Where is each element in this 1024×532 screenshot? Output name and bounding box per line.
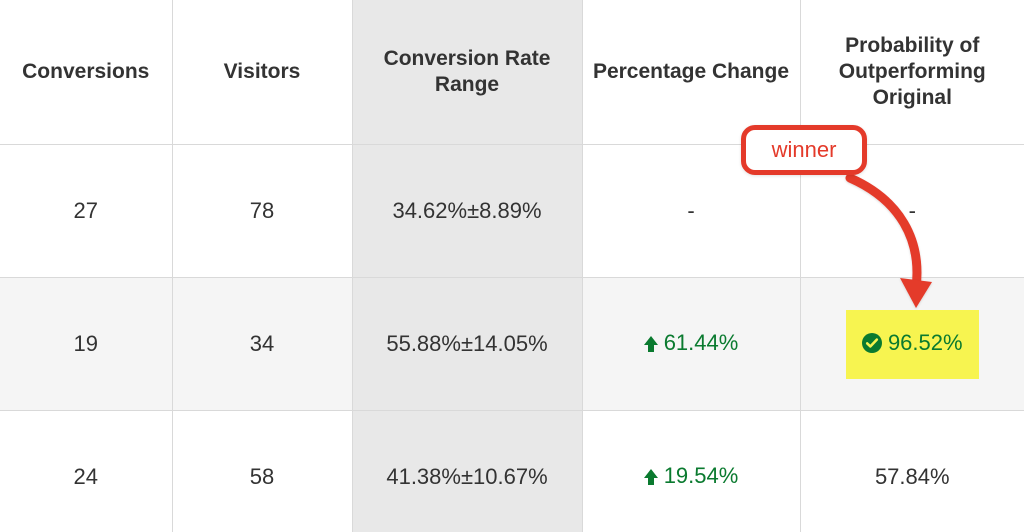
col-header-probability: Probability of Outperforming Original <box>800 0 1024 145</box>
probability-value: - <box>909 198 916 223</box>
table-row: 27 78 34.62%±8.89% - - <box>0 145 1024 278</box>
cell-conversions: 24 <box>0 411 172 532</box>
pct-change-value: 19.54% <box>664 463 739 488</box>
winner-highlight: 96.52% <box>846 310 979 379</box>
cell-pct-change: 61.44% <box>582 278 800 411</box>
probability-value: 96.52% <box>888 330 963 355</box>
cell-visitors: 78 <box>172 145 352 278</box>
ab-test-results-table: Conversions Visitors Conversion Rate Ran… <box>0 0 1024 532</box>
table-row: 19 34 55.88%±14.05% 61.44% 96.52% <box>0 278 1024 411</box>
cell-visitors: 34 <box>172 278 352 411</box>
cell-pct-change: 19.54% <box>582 411 800 532</box>
cell-rate-range: 41.38%±10.67% <box>352 411 582 532</box>
table-row: 24 58 41.38%±10.67% 19.54% 57.84% <box>0 411 1024 532</box>
col-header-conversion-rate-range: Conversion Rate Range <box>352 0 582 145</box>
table-header-row: Conversions Visitors Conversion Rate Ran… <box>0 0 1024 145</box>
col-header-percentage-change: Percentage Change <box>582 0 800 145</box>
cell-visitors: 58 <box>172 411 352 532</box>
cell-probability: 57.84% <box>800 411 1024 532</box>
col-header-visitors: Visitors <box>172 0 352 145</box>
col-header-conversions: Conversions <box>0 0 172 145</box>
pct-change-value: 61.44% <box>664 330 739 355</box>
arrow-up-icon <box>644 465 658 491</box>
cell-probability: 96.52% <box>800 278 1024 411</box>
cell-rate-range: 55.88%±14.05% <box>352 278 582 411</box>
arrow-up-icon <box>644 332 658 358</box>
cell-conversions: 19 <box>0 278 172 411</box>
probability-value: 57.84% <box>875 464 950 489</box>
cell-rate-range: 34.62%±8.89% <box>352 145 582 278</box>
check-circle-icon <box>862 333 882 359</box>
winner-callout: winner <box>741 125 867 175</box>
winner-callout-label: winner <box>772 137 837 162</box>
pct-change-value: - <box>687 198 694 223</box>
cell-conversions: 27 <box>0 145 172 278</box>
